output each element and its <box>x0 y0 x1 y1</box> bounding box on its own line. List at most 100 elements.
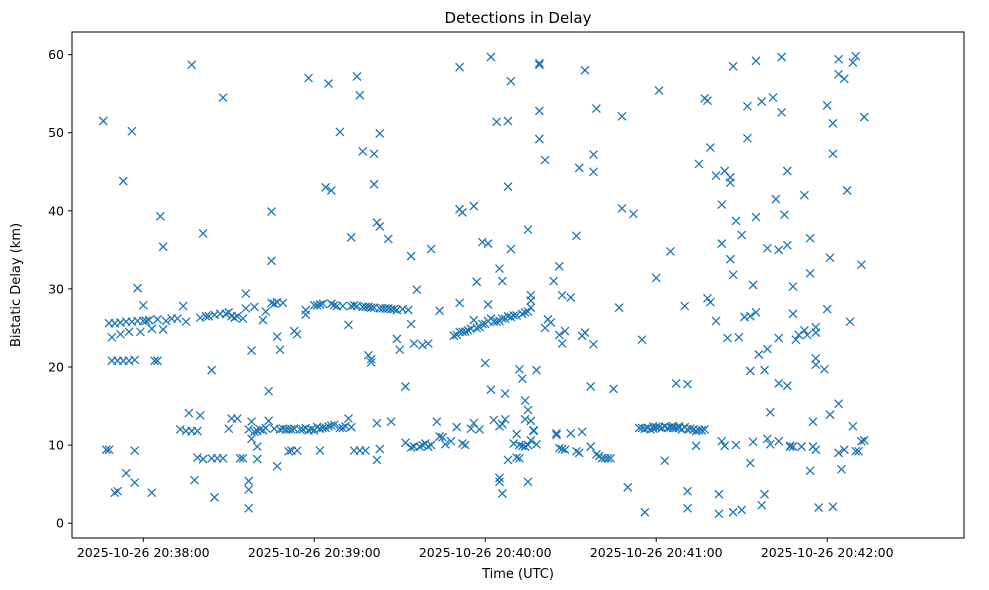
data-point <box>104 445 114 455</box>
data-point <box>848 57 858 67</box>
data-point <box>115 329 125 339</box>
data-point <box>358 147 368 156</box>
data-point <box>512 310 522 320</box>
data-point <box>591 449 601 459</box>
data-point <box>158 325 168 334</box>
data-point <box>392 334 402 344</box>
data-point <box>452 422 462 432</box>
data-point <box>834 54 844 64</box>
data-point <box>232 414 242 423</box>
data-point <box>292 329 302 339</box>
data-point <box>591 104 601 113</box>
data-point <box>745 366 755 376</box>
data-point <box>523 440 533 450</box>
data-point <box>372 218 382 227</box>
data-point <box>195 313 205 323</box>
data-point <box>218 93 228 103</box>
data-point <box>355 90 365 100</box>
data-point <box>286 425 296 434</box>
data-point <box>666 246 675 256</box>
data-point <box>523 477 533 487</box>
data-point <box>369 179 379 189</box>
data-point <box>529 425 539 435</box>
data-point <box>495 473 504 483</box>
data-point <box>218 453 228 463</box>
data-point <box>455 298 465 308</box>
data-point <box>130 478 140 488</box>
data-point <box>802 330 812 340</box>
data-point <box>321 423 331 433</box>
data-point <box>403 305 413 315</box>
data-point <box>705 143 715 153</box>
data-point <box>221 309 231 319</box>
data-point <box>426 244 436 254</box>
data-point <box>395 345 405 355</box>
y-tick-label: 60 <box>48 47 64 62</box>
data-point <box>845 317 855 327</box>
data-point <box>492 317 502 327</box>
data-point <box>517 309 527 319</box>
data-point <box>133 283 143 293</box>
data-point <box>190 475 200 485</box>
data-point <box>851 446 861 456</box>
data-point <box>272 461 282 471</box>
data-point <box>372 418 382 428</box>
data-point <box>517 374 527 384</box>
data-point <box>418 440 427 450</box>
data-point <box>748 437 758 447</box>
data-point <box>683 379 693 389</box>
data-point <box>774 378 784 388</box>
data-point <box>361 446 370 456</box>
data-point <box>834 448 844 458</box>
data-point <box>121 468 131 478</box>
data-point <box>782 240 792 250</box>
data-point <box>557 339 567 349</box>
data-point <box>229 313 239 323</box>
data-point <box>651 273 661 283</box>
data-point <box>549 276 559 286</box>
data-point <box>329 300 339 310</box>
data-point <box>671 378 681 388</box>
data-point <box>343 320 353 330</box>
x-axis: 2025-10-26 20:38:00 2025-10-26 20:39:00 20… <box>77 538 894 560</box>
data-point <box>637 335 647 345</box>
data-point <box>386 417 396 427</box>
data-point <box>523 405 533 415</box>
data-point <box>683 486 693 496</box>
data-point <box>500 414 510 424</box>
data-point <box>178 301 188 311</box>
data-point <box>369 149 379 159</box>
data-point <box>477 319 487 329</box>
data-point <box>691 441 701 451</box>
data-point <box>389 304 399 314</box>
y-axis: 0 10 20 30 40 50 60 <box>48 47 72 531</box>
data-point <box>737 505 747 515</box>
data-point <box>685 424 695 434</box>
data-point <box>834 69 844 79</box>
data-point <box>204 311 214 321</box>
data-point <box>492 117 502 127</box>
data-point <box>751 212 761 222</box>
data-point <box>192 426 202 436</box>
data-point <box>580 328 590 338</box>
data-point <box>264 386 274 396</box>
data-point <box>267 207 276 217</box>
data-point <box>235 453 245 463</box>
data-point <box>375 444 385 454</box>
data-point <box>765 407 775 417</box>
data-point <box>457 327 467 337</box>
data-point <box>135 327 145 337</box>
data-point <box>765 439 775 449</box>
data-point <box>477 237 487 247</box>
data-point <box>534 106 544 116</box>
x-tick-label: 2025-10-26 20:38:00 <box>77 545 210 560</box>
data-point <box>512 429 522 439</box>
data-point <box>711 171 721 181</box>
data-point <box>725 172 735 182</box>
data-point <box>514 440 524 450</box>
data-point <box>805 268 815 278</box>
data-point <box>680 301 690 311</box>
data-point <box>187 60 197 70</box>
data-point <box>318 299 328 309</box>
data-point <box>118 176 128 186</box>
